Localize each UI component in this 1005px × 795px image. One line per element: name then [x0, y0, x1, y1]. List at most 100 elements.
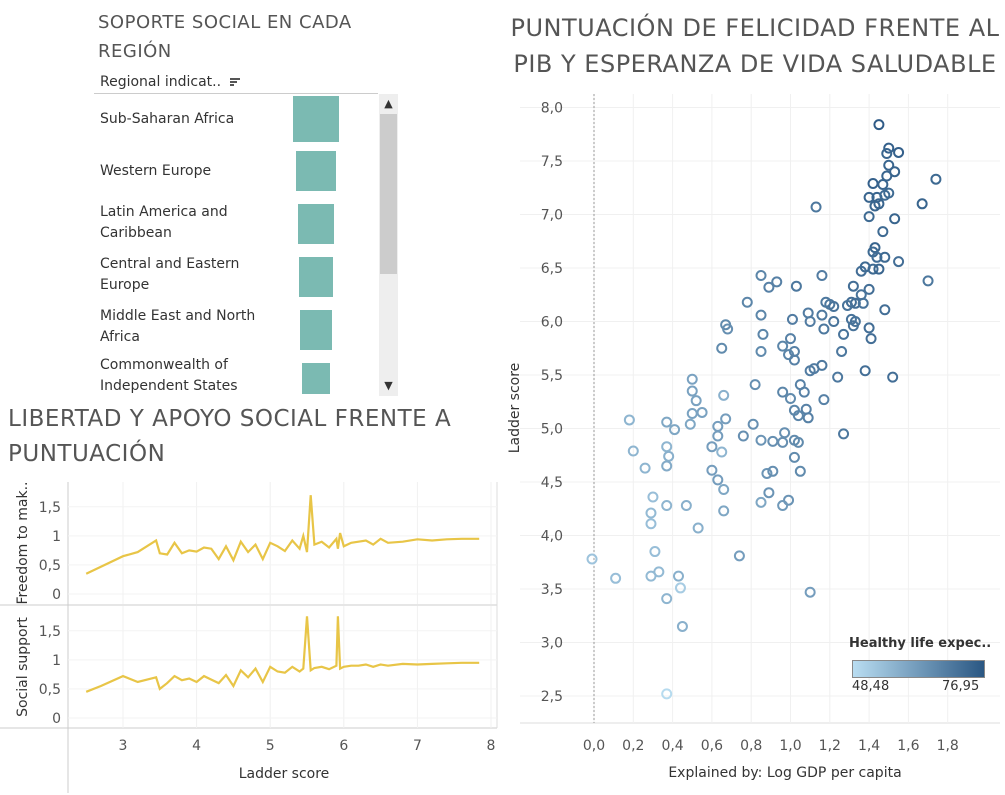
region-header-label: Regional indicat.. — [100, 74, 222, 90]
scatter-point — [788, 354, 800, 366]
line-series — [85, 616, 480, 693]
scatter-point — [661, 441, 673, 453]
line-chart-x-tick-label: 4 — [192, 738, 201, 754]
scatter-point — [800, 403, 812, 415]
scatter-point — [690, 395, 702, 407]
scatter-point — [692, 522, 704, 534]
scatter-point — [639, 462, 651, 474]
scatter-y-tick-label: 5,5 — [541, 368, 563, 384]
line-series — [85, 495, 480, 575]
scatter-point — [816, 269, 828, 281]
line-chart-y-tick-label: 1,5 — [39, 500, 61, 516]
region-bar[interactable] — [301, 363, 331, 394]
scatter-point — [818, 323, 830, 335]
scatter-point — [716, 342, 728, 354]
scatter-point — [712, 420, 724, 432]
scatter-point — [802, 412, 814, 424]
scatter-point — [816, 309, 828, 321]
scatter-y-tick-label: 3,0 — [541, 636, 563, 652]
region-label: Central and Eastern Europe — [100, 256, 240, 293]
scatter-point — [863, 283, 875, 295]
region-bar[interactable] — [299, 310, 333, 350]
region-bar[interactable] — [298, 257, 334, 297]
region-label: Middle East and North Africa — [100, 308, 256, 345]
region-label: Commonwealth of Independent States — [100, 357, 238, 394]
scatter-point — [645, 570, 657, 582]
line-chart-y-tick-label: 0,5 — [39, 682, 61, 698]
region-column-header[interactable]: Regional indicat.. — [100, 74, 240, 90]
scatter-point — [802, 307, 814, 319]
line-chart-x-tick-label: 5 — [266, 738, 275, 754]
scatter-point — [755, 496, 767, 508]
scatter-point — [749, 379, 761, 391]
scatter-point — [879, 304, 891, 316]
scatter-point — [785, 333, 796, 345]
scatter-point — [867, 263, 879, 275]
scatter-x-tick-label: 0,0 — [583, 738, 605, 754]
scroll-down-icon[interactable]: ▼ — [384, 379, 393, 392]
scatter-point — [828, 316, 840, 327]
scatter-point — [755, 269, 767, 281]
scatter-point — [777, 500, 789, 512]
scatter-point — [883, 142, 895, 154]
scatter-point — [763, 281, 775, 293]
scatter-point — [883, 159, 895, 171]
scatter-point — [663, 450, 675, 462]
line-chart-y-tick-label: 1 — [52, 529, 61, 545]
line-chart-y-axis-label: Social support — [15, 617, 31, 717]
scatter-point — [777, 386, 789, 398]
scatter-point — [863, 211, 875, 223]
scatter-point — [661, 688, 673, 700]
scatter-point — [737, 430, 749, 442]
scatter-point — [857, 297, 869, 309]
scatter-x-tick-label: 1,6 — [897, 738, 919, 754]
scatter-point — [623, 414, 635, 426]
line-chart-x-tick-label: 6 — [339, 738, 348, 754]
scatter-point — [818, 394, 830, 406]
scatter-point — [922, 275, 934, 287]
scatter-point — [755, 434, 767, 446]
legend-max: 76,95 — [942, 679, 980, 694]
scatter-point — [686, 385, 698, 397]
scatter-point — [610, 572, 622, 584]
scatter-point — [786, 313, 798, 325]
scatter-point — [661, 500, 673, 512]
region-bar[interactable] — [297, 204, 335, 244]
line-chart-y-tick-label: 1,5 — [39, 624, 61, 640]
scatter-point — [867, 177, 879, 189]
scatter-point — [755, 345, 767, 357]
scatter-point — [718, 389, 730, 401]
scatter-point — [816, 359, 828, 371]
scatter-point — [792, 410, 804, 422]
sort-descending-icon[interactable] — [229, 77, 240, 87]
scatter-x-tick-label: 1,8 — [937, 738, 959, 754]
scatter-point — [804, 586, 816, 598]
scatter-point — [647, 491, 659, 503]
scatter-point — [785, 393, 796, 405]
region-bar[interactable] — [293, 96, 339, 142]
scatter-x-tick-label: 1,0 — [779, 738, 801, 754]
scatter-point — [847, 320, 859, 332]
scatter-y-tick-label: 4,5 — [541, 475, 563, 491]
scatter-x-tick-label: 1,4 — [858, 738, 880, 754]
legend-color-ramp — [852, 660, 985, 678]
support-chart-title: SOPORTE SOCIAL EN CADA REGIÓN — [98, 12, 352, 62]
scatter-x-axis-label: Explained by: Log GDP per capita — [668, 765, 901, 781]
scatter-point — [841, 299, 853, 311]
region-bar[interactable] — [296, 151, 336, 191]
line-chart-x-tick-label: 3 — [119, 738, 128, 754]
scatter-point — [755, 309, 767, 321]
scatter-point — [828, 301, 840, 313]
scrollbar-thumb[interactable] — [380, 114, 397, 274]
scroll-up-icon[interactable]: ▲ — [384, 97, 393, 110]
scatter-point — [865, 333, 877, 345]
scatter-point — [889, 213, 901, 225]
scatter-x-tick-label: 0,4 — [661, 738, 683, 754]
scatter-point — [733, 550, 745, 562]
scatter-point — [686, 373, 698, 385]
scatter-point — [836, 345, 848, 357]
legend-title: Healthy life expec.. — [849, 636, 992, 651]
scatter-point — [783, 349, 795, 361]
scatter-point — [645, 507, 657, 519]
scatter-point — [916, 198, 928, 210]
